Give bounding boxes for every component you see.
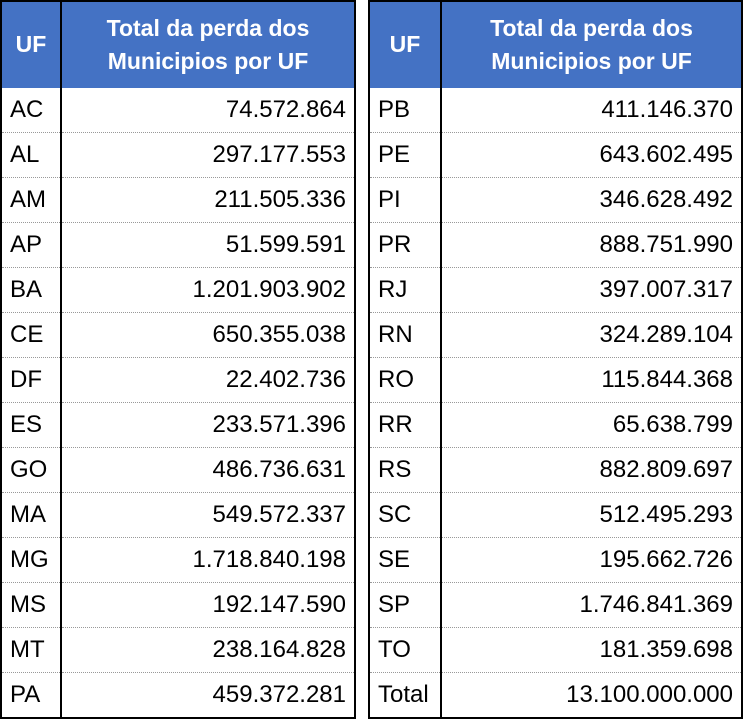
uf-cell: ES (1, 402, 61, 448)
table-row: RS 882.809.697 (369, 447, 742, 493)
uf-cell: PB (369, 88, 441, 133)
table-row: AP 51.599.591 (1, 222, 355, 268)
value-cell: 13.100.000.000 (440, 672, 742, 718)
value-cell: 65.638.799 (440, 402, 742, 448)
table-row: PI 346.628.492 (369, 177, 742, 223)
uf-cell: RN (369, 312, 441, 358)
table-row: Total 13.100.000.000 (369, 672, 742, 718)
value-cell: 192.147.590 (60, 582, 355, 628)
uf-cell: SC (369, 492, 441, 538)
table-row: GO 486.736.631 (1, 447, 355, 493)
header-cell: UF (369, 1, 441, 88)
loss-table: UF Total da perda dos Municipios por UF AC… (0, 0, 356, 719)
value-cell: 238.164.828 (60, 627, 355, 673)
table-row: AM 211.505.336 (1, 177, 355, 223)
value-cell: 486.736.631 (60, 447, 355, 493)
value-cell: 22.402.736 (60, 357, 355, 403)
uf-cell: MT (1, 627, 61, 673)
value-cell: 181.359.698 (440, 627, 742, 673)
value-cell: 888.751.990 (440, 222, 742, 268)
value-cell: 459.372.281 (60, 672, 355, 718)
uf-cell: PA (10, 681, 41, 708)
table-row: DF 22.402.736 (1, 357, 355, 403)
value-cell: 297.177.553 (60, 132, 355, 178)
uf-cell: RR (369, 402, 441, 448)
value-cell: 643.602.495 (440, 132, 742, 178)
value-cell: 397.007.317 (440, 267, 742, 313)
value-cell: 650.355.038 (60, 312, 355, 358)
table-row: RR 65.638.799 (369, 402, 742, 448)
uf-cell: MA (1, 492, 61, 538)
value-cell: 1.201.903.902 (60, 267, 355, 313)
table-row: RJ 397.007.317 (369, 267, 742, 313)
value-cell: 346.628.492 (440, 177, 742, 223)
table-row: AL 297.177.553 (1, 132, 355, 178)
uf-cell: MG (1, 537, 61, 583)
header-row: UF Total da perda dos Municipios por UF (1, 1, 355, 88)
uf-cell: RS (369, 447, 441, 493)
table-row: PB 411.146.370 (369, 88, 742, 133)
uf-cell: Total (378, 681, 429, 708)
header-cell: UF (1, 1, 61, 88)
uf-cell: AM (1, 177, 61, 223)
table-row: PR 888.751.990 (369, 222, 742, 268)
table-row: MG 1.718.840.198 (1, 537, 355, 583)
value-cell: 195.662.726 (440, 537, 742, 583)
value-cell: 549.572.337 (60, 492, 355, 538)
value-cell: 74.572.864 (60, 88, 355, 133)
table-row: ES 233.571.396 (1, 402, 355, 448)
table-row: PA 459.372.281 (1, 672, 355, 718)
uf-cell: TO (369, 627, 441, 673)
table-row: MA 549.572.337 (1, 492, 355, 538)
uf-cell: PR (369, 222, 441, 268)
value-cell: 115.844.368 (440, 357, 742, 403)
uf-cell: RO (369, 357, 441, 403)
value-cell: 411.146.370 (440, 88, 742, 133)
table-row: RN 324.289.104 (369, 312, 742, 358)
value-cell: 324.289.104 (440, 312, 742, 358)
header-cell: Total da perda dos Municipios por UF (60, 1, 355, 88)
table-row: TO 181.359.698 (369, 627, 742, 673)
uf-cell: SP (369, 582, 441, 628)
uf-cell: GO (1, 447, 61, 493)
header-cell: Total da perda dos Municipios por UF (440, 1, 742, 88)
uf-cell: RJ (369, 267, 441, 313)
value-cell: 882.809.697 (440, 447, 742, 493)
table-row: CE 650.355.038 (1, 312, 355, 358)
table-row: MT 238.164.828 (1, 627, 355, 673)
value-cell: 1.746.841.369 (440, 582, 742, 628)
table-row: SE 195.662.726 (369, 537, 742, 583)
uf-cell: PI (369, 177, 441, 223)
table-row: PE 643.602.495 (369, 132, 742, 178)
value-cell: 51.599.591 (60, 222, 355, 268)
uf-cell: AC (1, 88, 61, 133)
uf-cell: DF (1, 357, 61, 403)
uf-cell: CE (1, 312, 61, 358)
table-row: MS 192.147.590 (1, 582, 355, 628)
table-row: AC 74.572.864 (1, 88, 355, 133)
value-cell: 211.505.336 (60, 177, 355, 223)
table-row: BA 1.201.903.902 (1, 267, 355, 313)
value-cell: 512.495.293 (440, 492, 742, 538)
value-cell: 233.571.396 (60, 402, 355, 448)
uf-cell: AL (1, 132, 61, 178)
uf-cell: AP (1, 222, 61, 268)
table-row: SP 1.746.841.369 (369, 582, 742, 628)
loss-table: UF Total da perda dos Municipios por UF PB… (368, 0, 743, 719)
uf-cell: MS (1, 582, 61, 628)
table-row: SC 512.495.293 (369, 492, 742, 538)
table-row: RO 115.844.368 (369, 357, 742, 403)
value-cell: 1.718.840.198 (60, 537, 355, 583)
header-row: UF Total da perda dos Municipios por UF (369, 1, 742, 88)
uf-cell: BA (1, 267, 61, 313)
uf-cell: SE (369, 537, 441, 583)
uf-cell: PE (369, 132, 441, 178)
